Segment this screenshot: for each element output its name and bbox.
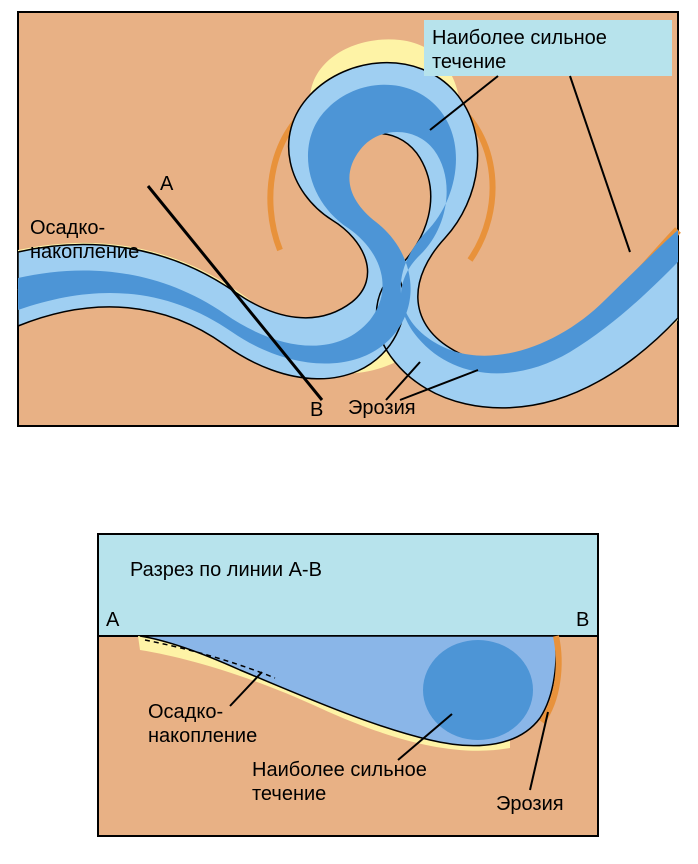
label-strongest-flow: Наиболее сильное течение xyxy=(432,26,607,74)
label-cross-sedimentation: Осадко- накопление xyxy=(148,700,257,748)
label-cross-erosion: Эрозия xyxy=(496,792,564,816)
cross-section-sky xyxy=(98,534,598,638)
label-cross-b: В xyxy=(576,608,589,632)
label-cross-strongflow: Наиболее сильное течение xyxy=(252,758,427,806)
label-cross-a: A xyxy=(106,608,119,632)
label-erosion: Эрозия xyxy=(348,396,416,420)
label-b: В xyxy=(310,398,323,422)
diagram-svg xyxy=(0,0,698,864)
label-sedimentation: Осадко- накопление xyxy=(30,216,139,264)
label-a: A xyxy=(160,172,173,196)
label-cross-title: Разрез по линии А-В xyxy=(130,558,322,582)
diagram-container: Наиболее сильное течение A В Осадко- нак… xyxy=(0,0,698,864)
